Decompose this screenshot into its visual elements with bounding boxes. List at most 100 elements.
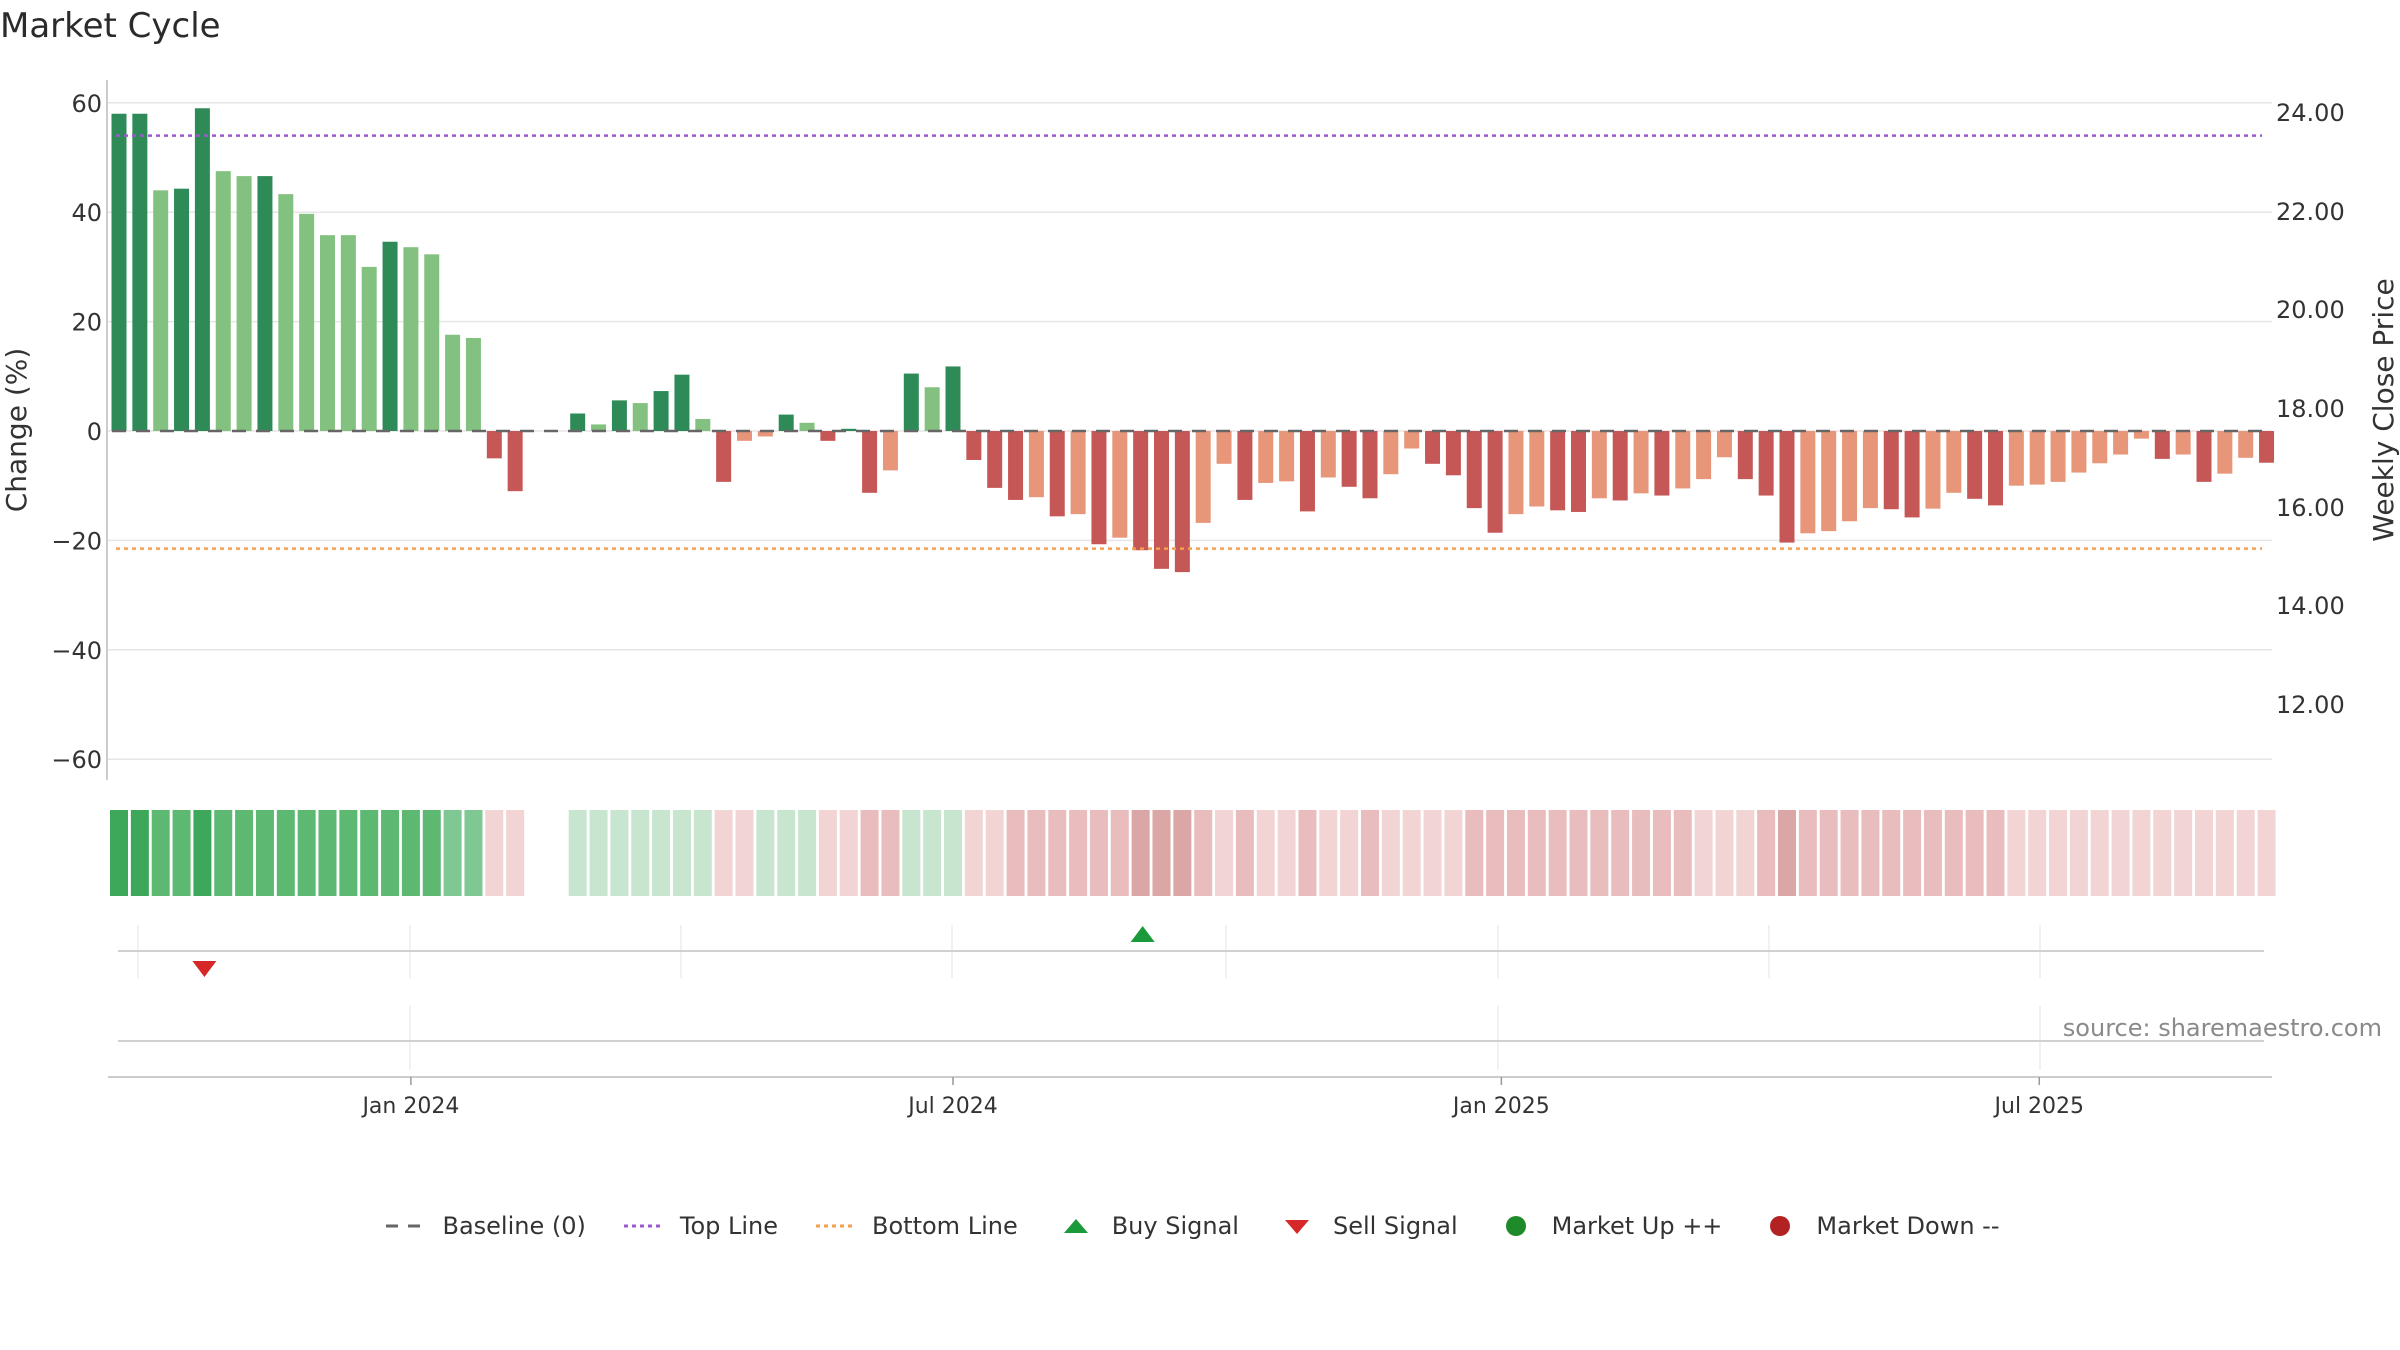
y-axis-title: Change (%) xyxy=(0,348,33,513)
bar xyxy=(1133,431,1149,551)
bar xyxy=(1612,431,1628,501)
regime-strip xyxy=(110,810,2276,896)
bar xyxy=(1862,431,1878,509)
regime-cell xyxy=(610,810,629,896)
buy-signal-marker xyxy=(1130,926,1155,942)
regime-cell xyxy=(1506,810,1525,896)
regime-cell xyxy=(1715,810,1734,896)
regime-cell xyxy=(1027,810,1046,896)
y-tick-label: 0 xyxy=(87,418,102,446)
regime-cell xyxy=(2153,810,2172,896)
regime-cell xyxy=(881,810,900,896)
regime-cell xyxy=(1944,810,1963,896)
bar xyxy=(361,266,377,431)
bar xyxy=(820,431,836,441)
bar xyxy=(2238,431,2254,458)
regime-cell xyxy=(1089,810,1108,896)
regime-cell xyxy=(339,810,358,896)
regime-cell xyxy=(798,810,817,896)
regime-cell xyxy=(1131,810,1150,896)
regime-cell xyxy=(1444,810,1463,896)
bar xyxy=(2029,431,2045,485)
bar xyxy=(1466,431,1482,509)
bar xyxy=(757,431,773,437)
regime-cell xyxy=(1048,810,1067,896)
bar xyxy=(882,431,898,471)
bar xyxy=(1070,431,1086,515)
swatch-triangle xyxy=(1063,1219,1088,1233)
regime-cell xyxy=(235,810,254,896)
bar xyxy=(737,431,752,441)
bar xyxy=(611,400,627,431)
dot-legend-icon xyxy=(1770,1216,1791,1236)
regime-cell xyxy=(2195,810,2213,896)
tri-down-legend-icon xyxy=(1284,1220,1309,1234)
regime-cell xyxy=(381,810,400,896)
regime-cell xyxy=(193,810,212,896)
regime-cell xyxy=(1965,810,1984,896)
regime-cell xyxy=(777,810,796,896)
regime-cell xyxy=(464,810,483,896)
regime-cell xyxy=(1298,810,1317,896)
bar xyxy=(382,241,398,431)
source-label: source: sharemaestro.com xyxy=(2062,1014,2382,1042)
bar xyxy=(1591,431,1607,499)
regime-cell xyxy=(151,810,170,896)
regime-cell xyxy=(2069,810,2088,896)
bar xyxy=(1216,431,1232,464)
regime-cell xyxy=(1882,810,1901,896)
bar xyxy=(674,374,690,431)
regime-cell xyxy=(1632,810,1651,896)
bar xyxy=(778,414,794,431)
regime-cell xyxy=(506,810,525,896)
legend-label: Bottom Line xyxy=(872,1212,1018,1240)
bar xyxy=(1737,431,1753,480)
bar xyxy=(403,247,419,431)
regime-cell xyxy=(1986,810,2005,896)
legend-item: Baseline (0) xyxy=(384,1211,586,1241)
legend-item: Market Down -- xyxy=(1758,1211,2000,1241)
regime-cell xyxy=(1778,810,1796,896)
x-tick-label: Jul 2025 xyxy=(1993,1094,2085,1119)
bar xyxy=(2113,431,2129,455)
regime-cell xyxy=(422,810,441,896)
bar xyxy=(174,188,190,431)
bar xyxy=(1425,431,1441,464)
bar xyxy=(1925,431,1941,509)
bar xyxy=(194,108,210,432)
regime-cell xyxy=(944,810,962,896)
y-right-tick-label: 12.00 xyxy=(2276,691,2345,719)
regime-cell xyxy=(110,810,128,896)
bar xyxy=(2008,431,2024,486)
bar xyxy=(1299,431,1315,512)
bar xyxy=(2133,431,2149,439)
regime-cell xyxy=(672,810,691,896)
y-right-axis-title: Weekly Close Price xyxy=(2367,278,2400,541)
bar xyxy=(1675,431,1691,489)
bar xyxy=(1654,431,1670,496)
y-tick-label: −40 xyxy=(51,637,102,665)
bar xyxy=(1008,431,1024,500)
regime-cell xyxy=(130,810,149,896)
bar xyxy=(632,403,648,431)
swatch-dot xyxy=(1505,1216,1526,1236)
bar xyxy=(1842,431,1858,522)
bar-series xyxy=(111,108,2275,573)
regime-cell xyxy=(1757,810,1776,896)
bar xyxy=(591,424,607,431)
swatch-triangle xyxy=(1284,1220,1309,1234)
bar xyxy=(653,391,669,431)
bar xyxy=(320,235,335,431)
regime-cell xyxy=(1277,810,1296,896)
regime-cell xyxy=(1340,810,1359,896)
bar xyxy=(1571,431,1586,512)
regime-cell xyxy=(1194,810,1213,896)
bar xyxy=(278,194,294,431)
bar xyxy=(236,176,252,431)
bar xyxy=(1091,431,1107,545)
bar xyxy=(1404,431,1420,449)
legend-label: Market Down -- xyxy=(1816,1212,2000,1240)
regime-cell xyxy=(1736,810,1755,896)
regime-cell xyxy=(1152,810,1171,896)
